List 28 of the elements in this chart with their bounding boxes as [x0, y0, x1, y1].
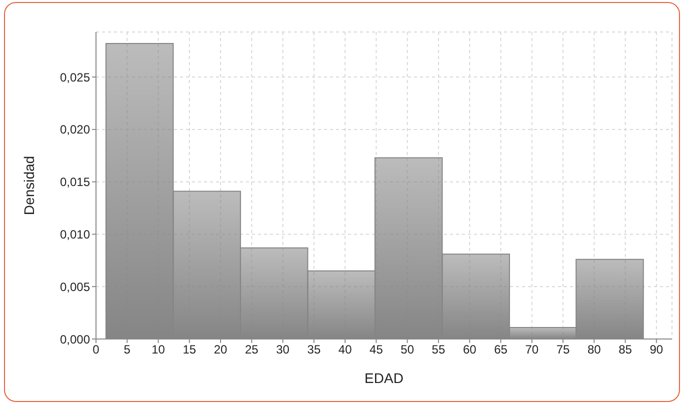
- x-tick-label: 0: [92, 342, 100, 357]
- y-tick-label: 0,025: [60, 70, 90, 84]
- x-tick-label: 65: [494, 342, 508, 357]
- x-tick-label: 55: [432, 342, 446, 357]
- x-tick-label: 25: [244, 342, 259, 357]
- y-tick-label: 0,020: [60, 122, 90, 137]
- x-tick-label: 10: [152, 342, 166, 357]
- x-tick-label: 80: [587, 342, 602, 357]
- x-tick-label: 15: [182, 342, 196, 357]
- x-tick-label: 45: [370, 342, 384, 357]
- y-axis-title: Densidad: [20, 156, 37, 216]
- x-axis-title: EDAD: [364, 370, 404, 386]
- y-tick-label: 0,005: [60, 280, 90, 294]
- x-tick-label: 70: [525, 342, 539, 357]
- x-tick-label: 90: [650, 342, 664, 357]
- card-frame: 0 5 10 15 20 25 30 35 40 45 50 55 60 65 70 75 80 85 90 EDAD 0,000 0,005 0,010 0,015 0,020 0,025 Densidad: [4, 2, 680, 402]
- x-tick-label: 60: [462, 342, 477, 357]
- x-tick-label: 75: [556, 342, 570, 357]
- x-tick-label: 20: [214, 342, 228, 357]
- x-tick-label: 40: [338, 342, 352, 357]
- y-tick-label: 0,015: [60, 175, 90, 190]
- x-tick-label: 35: [307, 342, 321, 357]
- y-tick-label: 0,000: [60, 332, 90, 346]
- x-tick-label: 5: [124, 342, 131, 357]
- y-tick-label: 0,010: [60, 227, 90, 242]
- x-tick-label: 50: [400, 342, 414, 357]
- x-tick-label: 85: [618, 342, 632, 357]
- x-tick-label: 30: [276, 342, 290, 357]
